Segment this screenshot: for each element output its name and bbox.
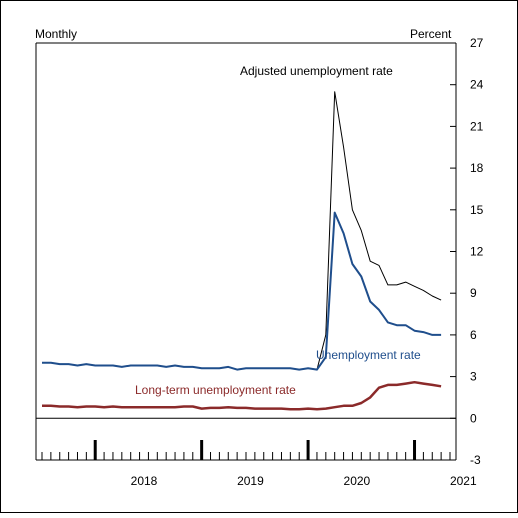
y-tick-label: 12 — [470, 245, 484, 259]
left-axis-label: Monthly — [35, 27, 77, 41]
series-label-long-term: Long-term unemployment rate — [135, 383, 296, 397]
y-tick-label: 18 — [470, 161, 484, 175]
y-tick-label: -3 — [470, 453, 481, 467]
series-line-1 — [42, 211, 442, 371]
y-tick-label: 0 — [470, 411, 477, 425]
x-tick-label: 2018 — [131, 474, 158, 488]
y-tick-label: 6 — [470, 328, 477, 342]
series-labels: Adjusted unemployment rate Unemployment … — [135, 64, 421, 397]
y-tick-label: 9 — [470, 286, 477, 300]
y-tick-label: 15 — [470, 203, 484, 217]
series-label-unemployment: Unemployment rate — [316, 348, 421, 362]
y-tick-label: 3 — [470, 370, 477, 384]
series-label-adjusted: Adjusted unemployment rate — [240, 64, 393, 78]
right-axis-label: Percent — [410, 27, 452, 41]
x-tick-label: 2019 — [237, 474, 264, 488]
y-tick-label: 27 — [470, 36, 484, 50]
series-lines — [42, 91, 442, 411]
x-tick-label: 2021 — [450, 474, 477, 488]
series-line-2 — [42, 380, 442, 411]
y-tick-label: 24 — [470, 78, 484, 92]
y-tick-label: 21 — [470, 119, 484, 133]
axes: -3 0 3 6 9 12 15 18 21 24 27 2018 2019 2020 2021 — [35, 36, 484, 488]
x-tick-label: 2020 — [344, 474, 371, 488]
